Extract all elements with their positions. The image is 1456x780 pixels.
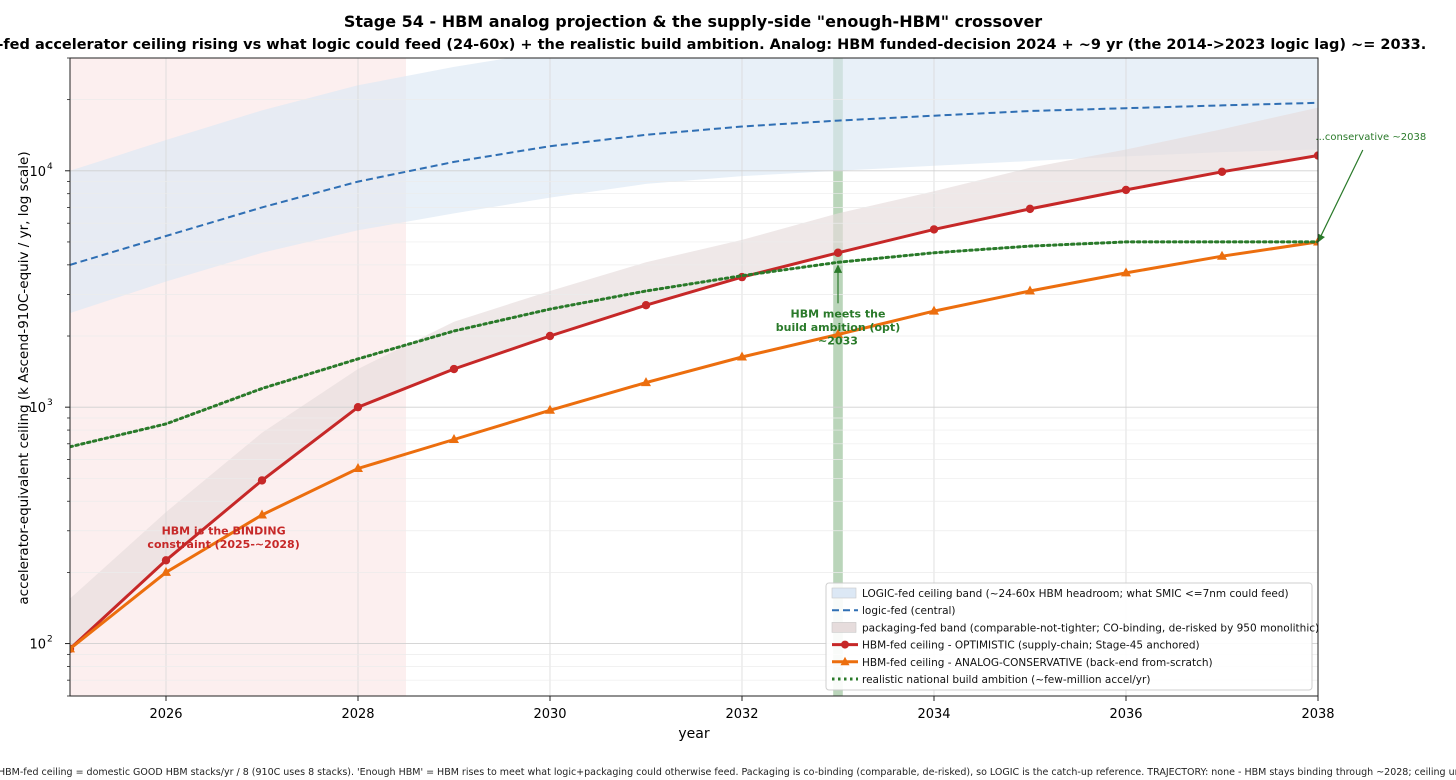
series-point-optimistic xyxy=(1313,151,1318,160)
legend-label: logic-fed (central) xyxy=(862,605,956,617)
series-point-conservative xyxy=(545,404,555,414)
legend-label: HBM-fed ceiling - ANALOG-CONSERVATIVE (b… xyxy=(862,657,1213,669)
series-point-conservative xyxy=(161,566,171,576)
legend-label: HBM-fed ceiling - OPTIMISTIC (supply-cha… xyxy=(862,640,1200,652)
annotation-2-line-3: ~2033 xyxy=(818,334,858,347)
series-point-optimistic xyxy=(833,248,843,257)
plot-frame xyxy=(69,57,1319,697)
legend-swatch-band xyxy=(831,622,857,633)
series-point-conservative xyxy=(833,328,843,338)
y-tick-label: 10 xyxy=(29,165,46,180)
annotation-3-line-1: ...conservative ~2038 xyxy=(1315,132,1426,143)
series-point-optimistic xyxy=(1217,167,1227,177)
chart-title: Stage 54 - HBM analog projection & the s… xyxy=(344,12,1042,31)
series-point-optimistic xyxy=(257,476,267,485)
y-tick-exponent: 2 xyxy=(47,635,53,645)
series-line-1 xyxy=(70,101,1318,266)
series-point-optimistic xyxy=(449,364,459,374)
series-point-conservative xyxy=(641,377,651,387)
legend-label: realistic national build ambition (~few-… xyxy=(862,674,1150,686)
series-point-conservative xyxy=(257,509,267,519)
series-line-4 xyxy=(70,240,1318,449)
x-tick-label: 2026 xyxy=(149,707,182,722)
x-tick-label: 2036 xyxy=(1109,707,1142,722)
y-tick-label: 10 xyxy=(29,638,46,653)
legend-box xyxy=(825,582,1313,691)
legend-swatch-band xyxy=(831,587,857,599)
legend-marker-triangle xyxy=(840,656,850,666)
series-point-conservative xyxy=(737,351,747,361)
x-axis-label: year xyxy=(678,726,709,742)
series-point-conservative xyxy=(1025,285,1035,295)
annotation-arrow-3 xyxy=(1317,149,1364,243)
series-point-optimistic xyxy=(161,556,171,565)
series-point-conservative xyxy=(70,643,75,653)
x-tick-label: 2032 xyxy=(725,707,758,722)
x-axis-ticks: 2026 2028 2030 2032 2034 2036 2038 xyxy=(149,696,1335,722)
y-tick-exponent: 4 xyxy=(47,162,53,172)
logic-fed-band xyxy=(70,58,1318,314)
legend: LOGIC-fed ceiling band (~24-60x HBM head… xyxy=(825,582,1319,691)
x-tick-label: 2034 xyxy=(917,707,950,722)
y-axis-label: accelerator-equivalent ceiling (k Ascend… xyxy=(16,151,32,604)
y-tick-exponent: 3 xyxy=(47,398,53,408)
annotation-1-line-1: HBM is the BINDING xyxy=(162,524,286,537)
x-tick-label: 2028 xyxy=(341,707,374,722)
bands xyxy=(70,58,1318,649)
series-point-conservative xyxy=(1121,267,1131,277)
series-point-optimistic xyxy=(641,301,651,310)
annotation-2-line-2: build ambition (opt) xyxy=(776,321,900,334)
series-point-optimistic xyxy=(1025,204,1035,214)
legend-marker-circle xyxy=(841,640,849,649)
footnote: HBM-fed ceiling = domestic GOOD HBM stac… xyxy=(0,767,1456,778)
legend-label: LOGIC-fed ceiling band (~24-60x HBM head… xyxy=(862,588,1289,600)
series-point-conservative xyxy=(1217,250,1227,260)
legend-label: packaging-fed band (comparable-not-tight… xyxy=(862,622,1319,634)
packaging-fed-band xyxy=(70,107,1318,649)
series-line-3 xyxy=(70,240,1318,650)
series-point-conservative xyxy=(449,433,459,443)
series-point-optimistic xyxy=(545,331,555,341)
x-tick-label: 2038 xyxy=(1301,707,1334,722)
x-tick-label: 2030 xyxy=(533,707,566,722)
annotation-1-line-2: constraint (2025-~2028) xyxy=(147,538,299,551)
series-point-optimistic xyxy=(929,225,939,234)
series-point-optimistic xyxy=(1121,185,1131,195)
series-point-conservative xyxy=(353,463,363,473)
crossover-year-band xyxy=(833,58,843,696)
annotation-2-line-1: HBM meets the xyxy=(791,307,886,320)
series-point-optimistic xyxy=(353,402,363,412)
y-tick-label: 10 xyxy=(29,401,46,416)
series xyxy=(70,101,1318,654)
series-line-2 xyxy=(70,154,1318,650)
series-point-conservative xyxy=(929,305,939,315)
chart-subtitle: HBM-fed accelerator ceiling rising vs wh… xyxy=(0,37,1426,53)
